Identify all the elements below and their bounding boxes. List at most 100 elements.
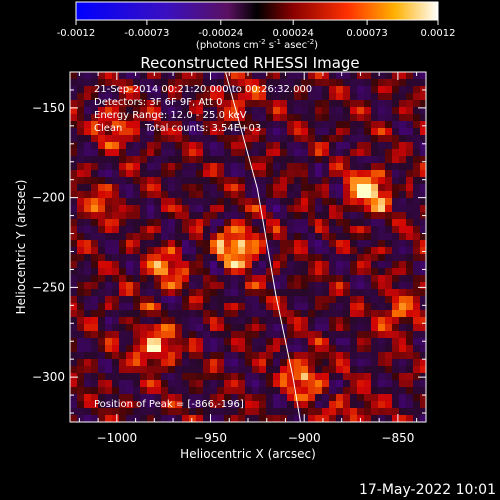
heatmap-cell (70, 401, 77, 408)
heatmap-cell (357, 198, 364, 205)
heatmap-cell (231, 163, 238, 170)
heatmap-cell (105, 135, 112, 142)
heatmap-cell (364, 205, 371, 212)
heatmap-cell (294, 254, 301, 261)
heatmap-cell (77, 149, 84, 156)
heatmap-cell (287, 93, 294, 100)
heatmap-cell (77, 408, 84, 415)
heatmap-cell (77, 191, 84, 198)
heatmap-cell (84, 331, 91, 338)
heatmap-cell (266, 359, 273, 366)
heatmap-cell (203, 226, 210, 233)
heatmap-cell (245, 100, 252, 107)
heatmap-cell (301, 352, 308, 359)
heatmap-cell (413, 156, 420, 163)
heatmap-cell (287, 317, 294, 324)
heatmap-cell (77, 261, 84, 268)
heatmap-cell (119, 191, 126, 198)
heatmap-cell (140, 373, 147, 380)
heatmap-cell (329, 338, 336, 345)
heatmap-cell (98, 142, 105, 149)
heatmap-cell (357, 289, 364, 296)
heatmap-cell (133, 135, 140, 142)
heatmap-cell (343, 261, 350, 268)
heatmap-cell (406, 275, 413, 282)
heatmap-cell (196, 114, 203, 121)
heatmap-cell (210, 275, 217, 282)
heatmap-cell (273, 233, 280, 240)
heatmap-cell (252, 366, 259, 373)
heatmap-cell (336, 163, 343, 170)
heatmap-cell (343, 135, 350, 142)
heatmap-cell (413, 177, 420, 184)
heatmap-cell (182, 408, 189, 415)
heatmap-cell (84, 212, 91, 219)
heatmap-cell (350, 184, 357, 191)
heatmap-cell (385, 415, 392, 422)
heatmap-cell (126, 219, 133, 226)
heatmap-cell (357, 296, 364, 303)
heatmap-cell (259, 79, 266, 86)
heatmap-cell (105, 401, 112, 408)
heatmap-cell (161, 212, 168, 219)
heatmap-cell (259, 261, 266, 268)
heatmap-cell (105, 282, 112, 289)
heatmap-cell (322, 177, 329, 184)
heatmap-cell (322, 310, 329, 317)
heatmap-cell (322, 401, 329, 408)
heatmap-cell (259, 240, 266, 247)
heatmap-cell (238, 296, 245, 303)
heatmap-cell (147, 366, 154, 373)
heatmap-cell (406, 380, 413, 387)
heatmap-cell (119, 219, 126, 226)
heatmap-cell (378, 79, 385, 86)
heatmap-cell (406, 233, 413, 240)
heatmap-cell (147, 219, 154, 226)
heatmap-cell (84, 93, 91, 100)
heatmap-cell (420, 205, 426, 212)
heatmap-cell (280, 177, 287, 184)
heatmap-cell (301, 128, 308, 135)
heatmap-cell (203, 373, 210, 380)
heatmap-cell (287, 72, 294, 79)
heatmap-cell (168, 128, 175, 135)
heatmap-cell (231, 289, 238, 296)
heatmap-cell (315, 212, 322, 219)
heatmap-cell (182, 282, 189, 289)
heatmap-cell (378, 352, 385, 359)
heatmap-cell (245, 212, 252, 219)
heatmap-cell (196, 324, 203, 331)
heatmap-cell (238, 156, 245, 163)
heatmap-cell (112, 254, 119, 261)
heatmap-cell (308, 268, 315, 275)
heatmap-cell (364, 240, 371, 247)
heatmap-cell (392, 366, 399, 373)
heatmap-cell (399, 366, 406, 373)
heatmap-cell (399, 233, 406, 240)
heatmap-cell (126, 401, 133, 408)
heatmap-cell (413, 401, 420, 408)
heatmap-cell (322, 86, 329, 93)
heatmap-cell (357, 156, 364, 163)
heatmap-cell (210, 219, 217, 226)
heatmap-cell (119, 268, 126, 275)
heatmap-cell (294, 128, 301, 135)
heatmap-cell (378, 324, 385, 331)
heatmap-cell (315, 142, 322, 149)
heatmap-cell (315, 268, 322, 275)
heatmap-cell (259, 163, 266, 170)
heatmap-cell (378, 205, 385, 212)
heatmap-cell (119, 240, 126, 247)
heatmap-cell (245, 170, 252, 177)
heatmap-cell (336, 373, 343, 380)
heatmap-cell (168, 93, 175, 100)
heatmap-cell (329, 296, 336, 303)
heatmap-cell (98, 240, 105, 247)
heatmap-cell (161, 156, 168, 163)
heatmap-cell (231, 352, 238, 359)
heatmap-cell (259, 226, 266, 233)
heatmap-cell (329, 128, 336, 135)
heatmap-cell (119, 156, 126, 163)
heatmap-cell (385, 408, 392, 415)
heatmap-cell (322, 170, 329, 177)
